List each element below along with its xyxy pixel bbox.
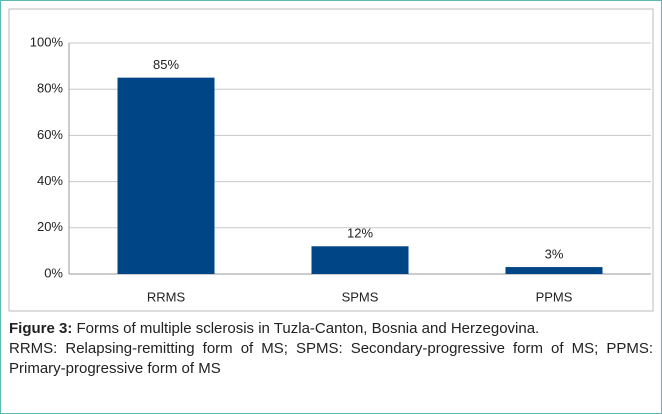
x-tick-label: SPMS (342, 289, 379, 304)
data-label: 85% (153, 57, 179, 72)
bar (311, 246, 409, 274)
bar (505, 267, 603, 274)
y-tick-label: 0% (44, 265, 63, 280)
y-tick-label: 40% (37, 173, 63, 188)
data-label: 12% (347, 226, 373, 241)
y-tick-label: 60% (37, 127, 63, 142)
caption-label: Figure 3: (9, 320, 73, 337)
caption: Figure 3: Forms of multiple sclerosis in… (9, 319, 653, 379)
bar (117, 77, 215, 275)
x-tick-label: PPMS (536, 289, 573, 304)
caption-text: Forms of multiple sclerosis in Tuzla-Can… (76, 320, 540, 337)
caption-note: RRMS: Relapsing-remitting form of MS; SP… (9, 340, 653, 377)
caption-main: Figure 3: Forms of multiple sclerosis in… (9, 319, 653, 339)
y-tick-label: 20% (37, 219, 63, 234)
y-tick-label: 80% (37, 81, 63, 96)
data-label: 3% (545, 247, 564, 262)
y-tick-label: 100% (30, 34, 64, 49)
chart-frame (8, 8, 654, 312)
x-tick-label: RRMS (147, 289, 186, 304)
